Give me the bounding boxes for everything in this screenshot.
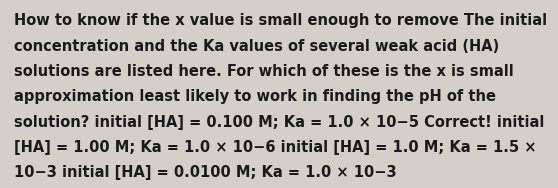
Text: [HA] = 1.00 M; Ka = 1.0 × 10−6 initial [HA] = 1.0 M; Ka = 1.5 ×: [HA] = 1.00 M; Ka = 1.0 × 10−6 initial [… <box>14 140 536 155</box>
Text: How to know if the x value is small enough to remove The initial: How to know if the x value is small enou… <box>14 13 547 28</box>
Text: concentration and the Ka values of several weak acid (HA): concentration and the Ka values of sever… <box>14 39 499 54</box>
Text: solution? initial [HA] = 0.100 M; Ka = 1.0 × 10−5 Correct! initial: solution? initial [HA] = 0.100 M; Ka = 1… <box>14 115 544 130</box>
Text: solutions are listed here. For which of these is the x is small: solutions are listed here. For which of … <box>14 64 514 79</box>
Text: approximation least likely to work in finding the pH of the: approximation least likely to work in fi… <box>14 89 496 104</box>
Text: 10−3 initial [HA] = 0.0100 M; Ka = 1.0 × 10−3: 10−3 initial [HA] = 0.0100 M; Ka = 1.0 ×… <box>14 165 397 180</box>
